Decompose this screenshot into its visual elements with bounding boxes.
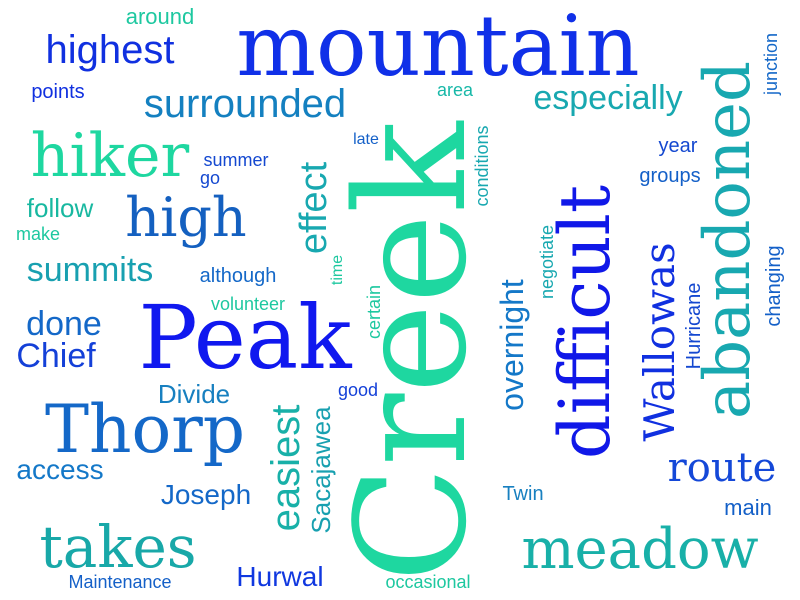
word-thorp: Thorp bbox=[44, 391, 246, 468]
word-divide: Divide bbox=[157, 379, 231, 409]
word-meadow: meadow bbox=[521, 517, 759, 582]
word-hurwal: Hurwal bbox=[236, 561, 324, 592]
word-time: time bbox=[329, 254, 346, 286]
word-difficult: difficult bbox=[544, 184, 626, 460]
word-area: area bbox=[436, 80, 474, 100]
word-high: high bbox=[125, 186, 247, 249]
word-abandoned: abandoned bbox=[691, 60, 765, 420]
word-summits: summits bbox=[26, 251, 154, 289]
word-conditions: conditions bbox=[472, 125, 492, 207]
word-year: year bbox=[658, 135, 698, 157]
word-done: done bbox=[26, 305, 102, 343]
word-access: access bbox=[16, 454, 104, 485]
word-twin: Twin bbox=[502, 483, 544, 505]
word-easiest: easiest bbox=[264, 404, 308, 532]
word-highest: highest bbox=[45, 28, 175, 72]
word-go: go bbox=[199, 168, 221, 188]
word-late: late bbox=[353, 131, 379, 148]
word-follow: follow bbox=[26, 193, 94, 223]
word-surrounded: surrounded bbox=[143, 82, 347, 126]
word-overnight: overnight bbox=[494, 279, 530, 411]
word-volunteer: volunteer bbox=[210, 294, 286, 314]
word-route: route bbox=[667, 445, 777, 491]
word-hurricane: Hurricane bbox=[683, 282, 705, 370]
word-make: make bbox=[15, 224, 61, 244]
word-mountain: mountain bbox=[236, 0, 640, 95]
word-summer: summer bbox=[203, 150, 269, 170]
word-good: good bbox=[337, 380, 379, 400]
word-groups: groups bbox=[639, 165, 701, 187]
word-main: main bbox=[724, 495, 772, 520]
word-creek: Creek bbox=[323, 121, 500, 583]
word-occasional: occasional bbox=[385, 572, 471, 592]
word-peak: Peak bbox=[138, 286, 352, 389]
word-junction: junction bbox=[761, 32, 781, 96]
word-effect: effect bbox=[293, 161, 335, 255]
word-takes: takes bbox=[39, 513, 197, 581]
word-points: points bbox=[31, 81, 85, 103]
word-changing: changing bbox=[763, 245, 785, 327]
word-certain: certain bbox=[364, 284, 384, 340]
word-joseph: Joseph bbox=[160, 479, 252, 510]
word-sacajawea: Sacajawea bbox=[306, 406, 336, 534]
word-especially: especially bbox=[533, 79, 683, 117]
word-negotiate: negotiate bbox=[537, 224, 557, 300]
word-although: although bbox=[199, 265, 277, 287]
word-around: around bbox=[125, 4, 195, 29]
word-hiker: hiker bbox=[30, 121, 190, 191]
word-maintenance: Maintenance bbox=[68, 572, 172, 592]
word-wallowas: Wallowas bbox=[635, 242, 684, 442]
word-chief: Chief bbox=[16, 337, 96, 375]
